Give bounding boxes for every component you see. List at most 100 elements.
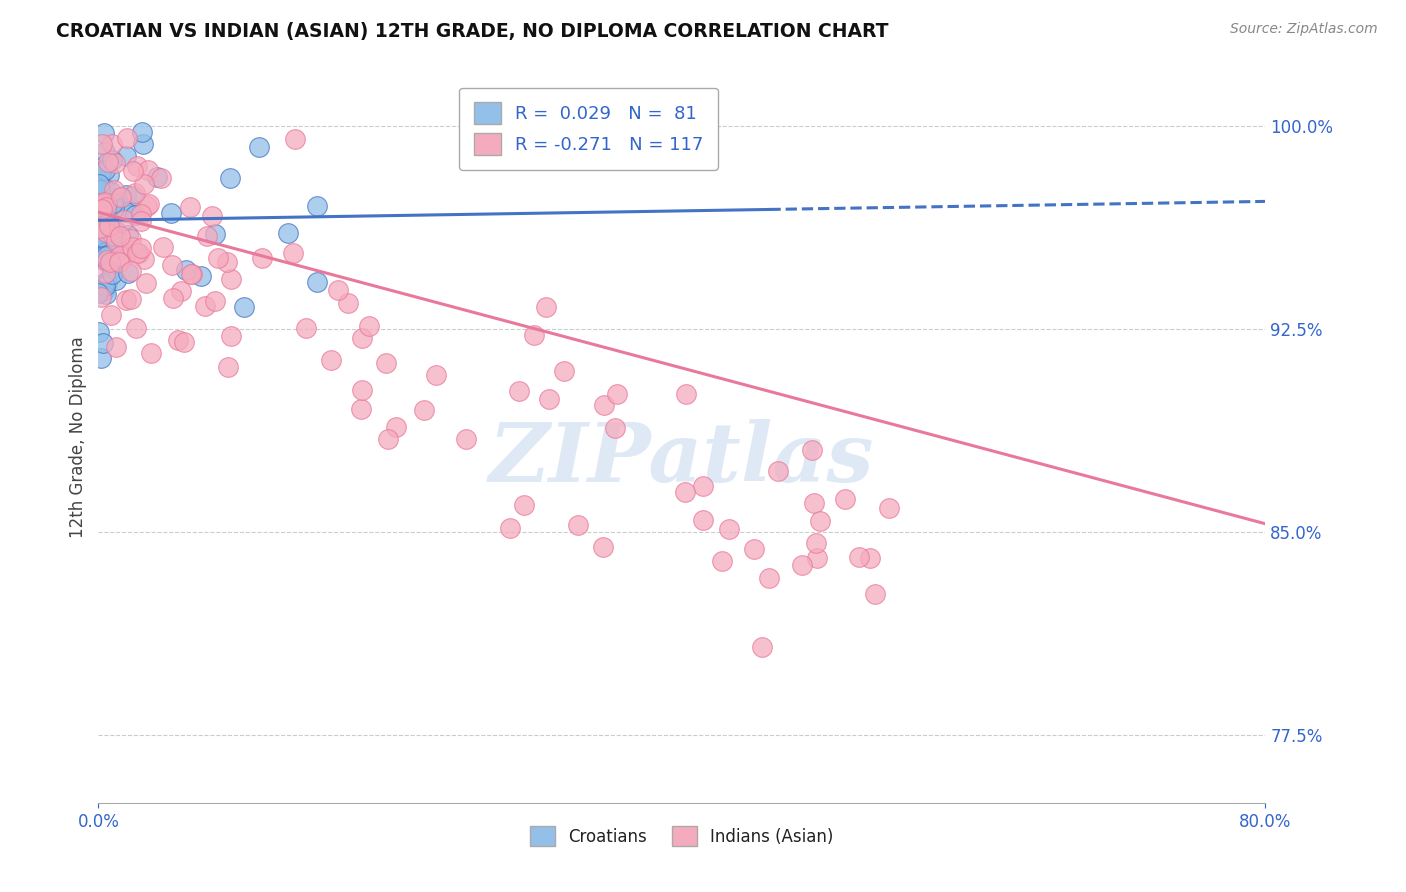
Point [129,207,152,221]
Point [319,353,342,368]
Point [101,195,124,210]
Point [118,202,141,216]
Point [352,383,374,397]
Point [96,244,118,259]
Point [606,387,628,401]
Point [162,292,184,306]
Point [91,137,114,152]
Point [90,351,112,365]
Point [124,208,146,222]
Point [96,255,118,269]
Point [100,246,122,260]
Point [508,384,530,399]
Point [93,278,115,293]
Point [91,252,114,267]
Point [307,275,329,289]
Legend: Croatians, Indians (Asian): Croatians, Indians (Asian) [523,820,841,853]
Point [108,191,131,205]
Point [108,228,131,243]
Point [112,212,135,227]
Point [100,261,122,276]
Point [104,197,127,211]
Point [218,170,240,185]
Point [93,201,115,215]
Point [129,213,152,227]
Point [93,195,115,210]
Point [357,318,380,333]
Point [89,326,111,340]
Point [553,364,575,378]
Point [170,284,193,298]
Point [201,209,224,223]
Point [110,249,132,263]
Point [233,300,256,314]
Point [94,218,117,232]
Point [131,125,153,139]
Point [96,276,118,290]
Point [859,551,882,566]
Point [97,154,120,169]
Point [138,196,160,211]
Point [100,186,122,200]
Point [136,163,159,178]
Point [103,183,125,197]
Point [96,253,118,268]
Point [101,223,124,237]
Point [513,498,536,512]
Point [167,333,190,347]
Point [90,290,112,304]
Point [94,238,117,252]
Point [91,249,114,263]
Point [127,246,149,260]
Point [93,232,115,246]
Point [105,339,128,353]
Point [94,287,117,301]
Point [90,165,112,179]
Text: ZIPatlas: ZIPatlas [489,419,875,499]
Point [742,541,765,556]
Point [307,199,329,213]
Point [800,443,823,458]
Point [96,232,118,246]
Point [152,240,174,254]
Point [295,320,318,334]
Point [104,156,127,170]
Point [117,266,139,280]
Point [803,496,825,510]
Point [194,299,217,313]
Point [692,479,714,493]
Point [100,308,122,322]
Point [98,169,121,183]
Point [125,159,148,173]
Point [94,244,117,259]
Point [87,178,110,192]
Point [91,336,114,351]
Point [219,329,242,343]
Point [215,255,238,269]
Point [499,521,522,535]
Text: Source: ZipAtlas.com: Source: ZipAtlas.com [1230,22,1378,37]
Point [110,190,132,204]
Point [104,273,127,287]
Point [96,274,118,288]
Point [538,392,561,406]
Point [101,153,124,167]
Point [101,137,124,152]
Point [117,227,139,242]
Point [121,239,143,253]
Point [89,221,111,235]
Point [105,224,128,238]
Point [180,267,202,281]
Point [377,432,399,446]
Point [89,183,111,197]
Point [692,513,714,527]
Point [101,267,124,281]
Point [149,171,172,186]
Point [115,149,138,163]
Point [160,206,183,220]
Point [94,266,117,280]
Point [87,207,110,221]
Point [135,276,157,290]
Point [174,262,197,277]
Point [98,255,121,269]
